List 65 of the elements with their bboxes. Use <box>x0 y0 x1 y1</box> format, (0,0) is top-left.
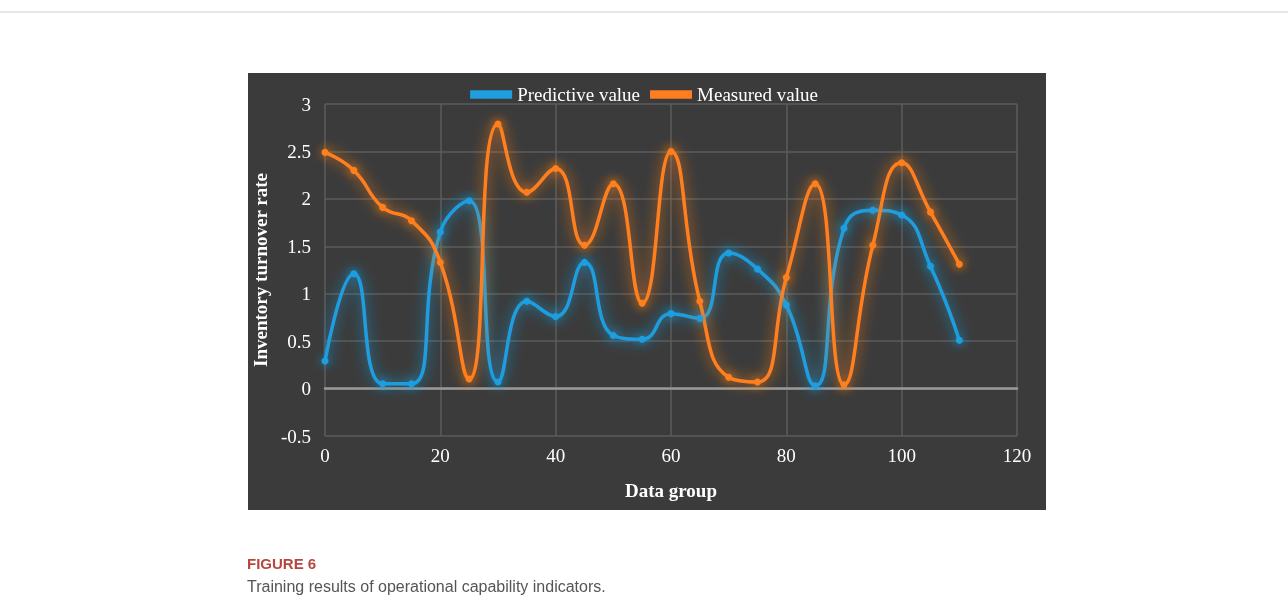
line-series <box>321 197 963 390</box>
point <box>321 148 329 156</box>
point <box>898 159 906 167</box>
point <box>552 312 560 320</box>
point <box>638 299 646 307</box>
point <box>465 375 473 383</box>
y-tick-label: 1 <box>301 283 311 305</box>
point <box>436 258 444 266</box>
x-axis-title: Data group <box>624 480 718 501</box>
x-tick-label: 60 <box>661 445 681 466</box>
point <box>696 297 704 305</box>
legend-label: Measured value <box>697 84 818 105</box>
y-axis-title: Inventory turnover rate <box>250 173 272 367</box>
point <box>609 180 617 188</box>
point <box>696 314 704 322</box>
y-tick-label: 0.5 <box>287 330 311 352</box>
point <box>523 188 531 196</box>
point <box>869 241 877 249</box>
caption: FIGURE 6 <box>247 555 317 572</box>
point <box>927 208 934 216</box>
point <box>927 262 934 270</box>
point <box>408 380 415 388</box>
y-tick-label: 2.5 <box>287 140 311 162</box>
x-tick-label: 80 <box>776 445 796 466</box>
point <box>379 380 387 388</box>
x-tick-label: 100 <box>887 445 916 466</box>
point <box>754 378 761 386</box>
point <box>667 310 675 318</box>
point <box>811 382 819 390</box>
y-tick-label: 2 <box>301 188 311 210</box>
point <box>552 165 560 172</box>
point <box>609 331 617 339</box>
point <box>725 249 733 257</box>
point <box>379 203 387 211</box>
point <box>955 260 963 268</box>
x-tick-label: 40 <box>546 445 566 466</box>
point <box>869 206 877 214</box>
point <box>782 274 790 282</box>
y-tick-label: 3 <box>301 93 311 115</box>
point <box>840 224 848 232</box>
point <box>408 217 415 225</box>
x-tick-label: 120 <box>1002 445 1032 466</box>
point <box>465 197 473 205</box>
point <box>350 270 358 278</box>
point <box>581 258 588 266</box>
point <box>638 335 646 343</box>
point <box>955 336 963 344</box>
legend-label: Predictive value <box>517 84 641 105</box>
point <box>725 373 733 381</box>
point <box>350 166 358 174</box>
point <box>782 301 790 309</box>
point <box>898 211 906 219</box>
point <box>436 228 444 236</box>
point <box>754 265 761 273</box>
y-tick-label: 0 <box>301 378 311 400</box>
point <box>811 180 819 188</box>
y-tick-label: -0.5 <box>280 425 311 447</box>
point <box>523 297 531 305</box>
point <box>667 147 675 155</box>
point <box>840 381 848 389</box>
text: Training results of operational capability indicators. <box>247 577 606 595</box>
y-tick-label: 1.5 <box>287 235 311 257</box>
x-tick-label: 20 <box>430 445 450 466</box>
x-tick-label: 0 <box>320 445 330 466</box>
point <box>581 241 588 249</box>
